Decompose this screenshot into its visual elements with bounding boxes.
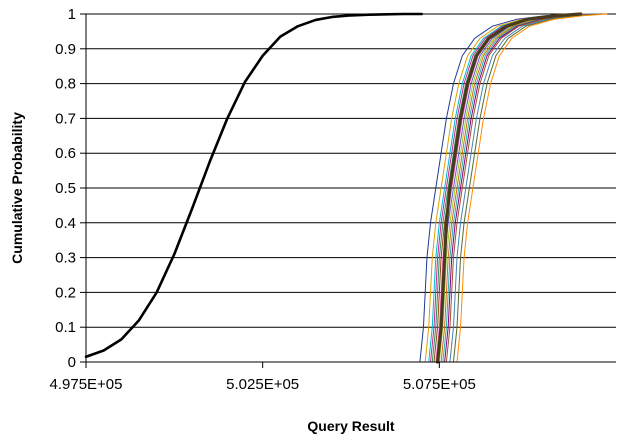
- y-tick-label: 0.7: [55, 110, 76, 127]
- y-tick-label: 0.1: [55, 319, 76, 336]
- run-curve: [449, 13, 601, 363]
- y-tick-label: 0.4: [55, 215, 76, 232]
- run-curve: [452, 13, 604, 363]
- x-tick-label: 4.975E+05: [50, 376, 123, 393]
- y-tick-label: 0.3: [55, 250, 76, 267]
- y-tick-label: 0.5: [55, 180, 76, 197]
- y-tick-label: 0.2: [55, 284, 76, 301]
- empirical-mean-curve: [435, 12, 583, 364]
- y-tick-label: 0.8: [55, 76, 76, 93]
- run-curve: [445, 13, 597, 363]
- y-tick-label: 1: [68, 6, 76, 23]
- y-tick-label: 0.6: [55, 145, 76, 162]
- x-tick-label: 5.075E+05: [403, 376, 476, 393]
- y-tick-label: 0.9: [55, 41, 76, 58]
- axes: [80, 13, 616, 368]
- y-tick-label: 0: [68, 354, 76, 371]
- y-axis-title: Cumulative Probability: [9, 112, 25, 264]
- run-curve: [424, 13, 576, 363]
- x-tick-label: 5.025E+05: [226, 376, 299, 393]
- x-axis-title: Query Result: [307, 418, 394, 434]
- normal-cdf-curve: [84, 12, 423, 359]
- gridlines: [86, 13, 616, 328]
- run-curve: [456, 13, 608, 363]
- run-curve: [419, 13, 571, 363]
- main-curves: [84, 12, 583, 364]
- tick-labels: 0 0.1 0.2 0.3 0.4 0.5 0.6 0.7 0.8 0.9 1 4.975E+05 5.…: [50, 6, 476, 393]
